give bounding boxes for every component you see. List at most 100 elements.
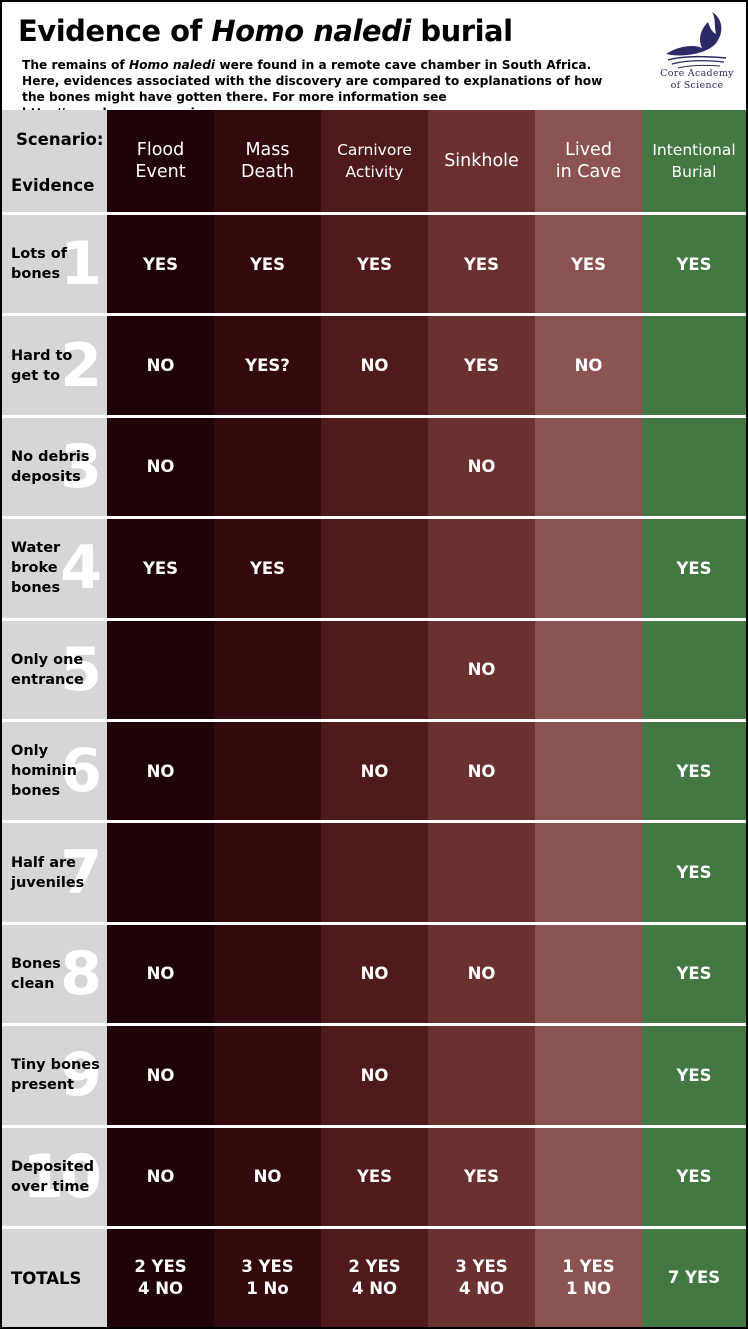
evidence-row-label: 8 Bones clean [2, 925, 108, 1023]
total-line: 1 YES [562, 1257, 615, 1276]
table-cell [428, 519, 535, 617]
table-cell [107, 621, 214, 719]
table-cell [214, 722, 321, 820]
evidence-row-label: 9 Tiny bones present [2, 1026, 108, 1124]
table-cell: YES [676, 863, 712, 883]
row-divider [2, 1023, 746, 1027]
table-cell: NO [360, 761, 389, 781]
evidence-row-label: 2 Hard to get to [2, 316, 108, 414]
evidence-text: Deposited over time [11, 1158, 94, 1195]
total-line: 3 YES [455, 1257, 508, 1276]
total-line: 3 YES [241, 1257, 294, 1276]
table-cell: YES [356, 1167, 393, 1187]
table-cell [214, 1026, 321, 1124]
evidence-row-label: 4 Water broke bones [2, 519, 108, 617]
scenario-header: Intentional Burial [652, 141, 736, 181]
row-divider [2, 313, 746, 317]
core-academy-logo: Core Academy of Science [654, 10, 740, 102]
table-cell [428, 1026, 535, 1124]
scenario-column: Intentional Burial YES YES YES YES YES YES YES 7… [642, 110, 746, 1327]
evidence-number: 3 [60, 431, 102, 502]
scenario-header: Mass Death [241, 140, 294, 182]
logo-line-1: Core Academy [660, 68, 734, 79]
table-cell: YES [676, 761, 712, 781]
table-cell: YES [463, 1167, 500, 1187]
total-line: 1 NO [565, 1279, 612, 1298]
evidence-number: 9 [60, 1040, 102, 1111]
total-cell: 3 YES 4 NO [428, 1229, 535, 1327]
table-cell [214, 925, 321, 1023]
total-line: 4 NO [137, 1279, 184, 1298]
table-cell: YES [249, 254, 286, 274]
table-cell [535, 1128, 642, 1226]
evidence-header-label: Evidence [11, 176, 95, 195]
total-line: 2 YES [134, 1257, 187, 1276]
table-cell: NO [467, 457, 496, 477]
table-cell: NO [146, 964, 175, 984]
evidence-number: 6 [60, 736, 102, 807]
evidence-text: Bones clean [11, 955, 61, 992]
evidence-number: 2 [60, 330, 102, 401]
row-divider [2, 820, 746, 824]
table-cell [214, 621, 321, 719]
scenario-column: Lived in Cave YES NO 1 YES 1 NO [535, 110, 642, 1327]
evidence-text: Lots of bones [11, 246, 68, 283]
scenario-column: Carnivore Activity YES NO NO NO NO YES 2 YES 4 N… [321, 110, 428, 1327]
evidence-row-label: 6 Only hominin bones [2, 722, 108, 820]
dove-logo-icon [666, 12, 727, 69]
table-cell: NO [360, 964, 389, 984]
row-divider [2, 1226, 746, 1229]
row-divider [2, 516, 746, 520]
table-cell [321, 418, 428, 516]
scenario-column: Flood Event YES NO NO YES NO NO NO NO 2 YES 4 NO [107, 110, 214, 1327]
evidence-text: Water broke bones [11, 540, 61, 597]
table-cell [535, 519, 642, 617]
evidence-row-label: 7 Half are juveniles [2, 823, 108, 921]
table-cell [214, 418, 321, 516]
table-cell: NO [146, 356, 175, 376]
evidence-number: 10 [22, 1141, 102, 1212]
total-cell: 7 YES [642, 1229, 746, 1327]
row-divider [2, 921, 746, 925]
evidence-text: Hard to get to [11, 347, 73, 384]
table-cell [428, 823, 535, 921]
total-line: 4 NO [351, 1279, 398, 1298]
table-cell [535, 418, 642, 516]
evidence-text: Half are juveniles [11, 854, 85, 891]
table-cell: YES [570, 254, 607, 274]
row-divider [2, 617, 746, 621]
table-cell: YES [676, 1167, 712, 1187]
table-cell: YES [676, 1065, 712, 1085]
scenario-header: Flood Event [135, 140, 186, 182]
total-cell: 1 YES 1 NO [535, 1229, 642, 1327]
total-cell: 2 YES 4 NO [107, 1229, 214, 1327]
table-cell: YES? [245, 356, 290, 376]
total-line: 1 No [246, 1279, 289, 1298]
evidence-row-label: 5 Only one entrance [2, 621, 108, 719]
evidence-number: 7 [60, 837, 102, 908]
evidence-row-label: 1 Lots of bones [2, 215, 108, 313]
table-cell [535, 823, 642, 921]
evidence-text: Only one entrance [11, 651, 84, 688]
table-cell [535, 621, 642, 719]
table-cell: YES [463, 254, 500, 274]
evidence-text: No debris deposits [11, 448, 90, 485]
row-divider [2, 414, 746, 418]
header: Evidence of Homo naledi burial The remai… [2, 2, 746, 120]
scenario-header: Lived in Cave [555, 140, 622, 182]
evidence-row-label: 10 Deposited over time [2, 1128, 108, 1226]
table-cell: YES [142, 558, 179, 578]
evidence-number: 4 [60, 533, 102, 604]
scenario-header: Carnivore Activity [337, 141, 412, 181]
totals-label: TOTALS [11, 1268, 82, 1288]
table-cell: NO [253, 1167, 282, 1187]
table-cell [642, 418, 746, 516]
total-line: 4 NO [458, 1279, 505, 1298]
table-cell: YES [676, 964, 712, 984]
table-cell [214, 823, 321, 921]
table-cell: YES [463, 356, 500, 376]
evidence-label-column: Scenario: Evidence 1 Lots of bones 2 Hard to … [2, 110, 107, 1327]
table-cell: YES [676, 254, 712, 274]
total-line: 7 YES [667, 1268, 721, 1287]
scenario-column: Mass Death YES YES? YES NO 3 YES 1 No [214, 110, 321, 1327]
